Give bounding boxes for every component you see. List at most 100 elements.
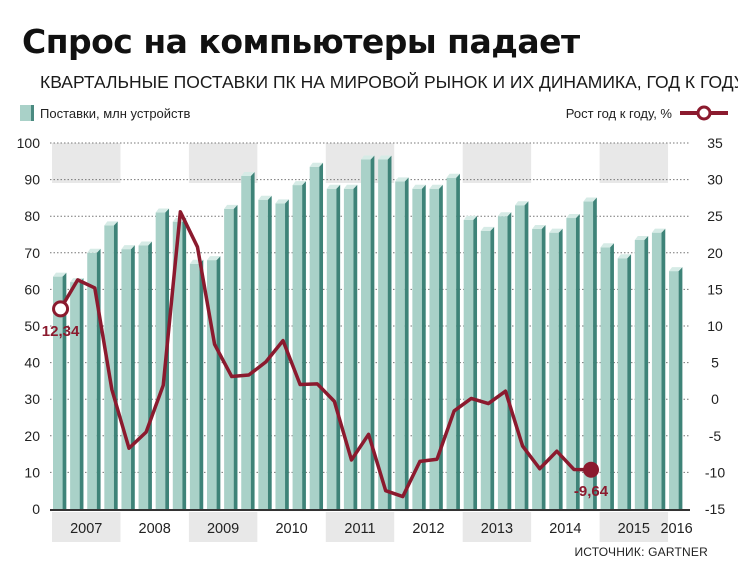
bar — [343, 188, 354, 509]
bar-side — [370, 155, 375, 509]
y-right-tick-label: 0 — [711, 391, 719, 407]
bar — [87, 252, 97, 510]
bar-top — [292, 181, 306, 186]
bar-side — [113, 221, 118, 509]
bar-top — [104, 221, 118, 226]
bar — [361, 159, 371, 509]
bar — [600, 247, 611, 509]
bar-side — [627, 254, 632, 509]
bar-top — [395, 177, 409, 182]
year-label: 2011 — [344, 521, 375, 537]
bar — [497, 216, 508, 509]
year-label: 2008 — [139, 521, 171, 537]
bar — [583, 201, 594, 509]
bar-side — [182, 217, 187, 509]
legend-line: Рост год к году, % — [566, 105, 728, 121]
bar-top — [566, 214, 580, 219]
bar — [412, 188, 422, 509]
annotation-label: 12,34 — [42, 323, 80, 340]
bar-top — [515, 201, 529, 206]
bar-side — [131, 245, 135, 509]
bar — [395, 181, 405, 509]
bar-top — [617, 254, 632, 259]
bar-top — [480, 226, 495, 231]
bar-top — [138, 241, 152, 246]
bar-side — [678, 267, 683, 509]
year-label: 2015 — [618, 521, 650, 537]
bar — [275, 203, 286, 509]
bar — [549, 232, 559, 510]
bar-top — [651, 228, 666, 233]
bar-top — [463, 215, 478, 220]
bar-side — [439, 184, 443, 509]
growth-line — [58, 210, 593, 499]
bar-side — [302, 181, 306, 509]
bar — [634, 239, 645, 510]
y-right-tick-label: -15 — [705, 501, 725, 517]
year-band-top — [462, 143, 532, 183]
year-label: 2013 — [481, 521, 513, 537]
year-band-top — [52, 143, 121, 183]
y-left-tick-label: 20 — [24, 428, 40, 444]
year-band-bottom — [599, 512, 669, 542]
legend-bars: Поставки, млн устройств — [20, 105, 190, 121]
bar — [429, 188, 440, 509]
annotation-marker — [52, 300, 70, 318]
year-label: 2014 — [549, 521, 581, 537]
bar — [172, 221, 183, 509]
y-right-tick-label: 20 — [707, 245, 723, 261]
bar-top — [497, 212, 512, 217]
bar-top — [87, 248, 101, 253]
bar-side — [404, 177, 409, 509]
bar — [463, 219, 474, 510]
bar-top — [53, 272, 67, 277]
annotation-marker — [583, 461, 600, 478]
bar — [566, 218, 576, 509]
bar — [121, 249, 132, 509]
bar-top — [429, 184, 443, 189]
y-right-tick-label: 15 — [707, 281, 723, 297]
bar — [480, 230, 491, 509]
bar — [309, 166, 320, 510]
bar-side — [250, 171, 255, 509]
bar-side — [473, 215, 478, 510]
bar-side — [575, 214, 580, 509]
annotation-label: -9,64 — [574, 483, 609, 500]
y-left-tick-label: 30 — [24, 391, 40, 407]
bar-side — [233, 204, 238, 509]
bar — [70, 282, 80, 509]
legend-bars-label: Поставки, млн устройств — [40, 105, 191, 121]
bar-top — [600, 243, 614, 248]
bar-side — [661, 228, 666, 510]
y-right-tick-label: 25 — [707, 208, 723, 224]
bar-top — [309, 162, 324, 167]
bar-side — [319, 162, 324, 510]
bar-top — [583, 197, 597, 202]
bar — [53, 276, 63, 509]
bar-side — [62, 272, 67, 509]
y-left-tick-label: 90 — [24, 172, 40, 188]
year-label: 2012 — [412, 521, 444, 537]
bar-side — [353, 184, 358, 509]
bar-top — [549, 228, 563, 233]
bar-top — [412, 184, 426, 189]
bar — [292, 185, 303, 509]
y-right-tick-label: 35 — [707, 135, 723, 151]
bar-side — [541, 225, 546, 509]
bar-side — [421, 184, 426, 509]
bar — [224, 208, 234, 509]
y-left-tick-label: 40 — [24, 355, 40, 371]
year-label: 2010 — [275, 521, 307, 537]
y-right-tick-label: 5 — [711, 355, 719, 371]
y-left-tick-label: 100 — [17, 135, 41, 151]
bar-top — [361, 155, 375, 160]
bar-top — [155, 208, 170, 213]
bar-top — [224, 204, 238, 209]
page-title: Спрос на компьютеры падает — [22, 22, 580, 61]
y-left-tick-label: 80 — [24, 208, 40, 224]
bar-side — [524, 201, 529, 509]
bar — [326, 188, 337, 509]
y-right-tick-label: -5 — [709, 428, 722, 444]
